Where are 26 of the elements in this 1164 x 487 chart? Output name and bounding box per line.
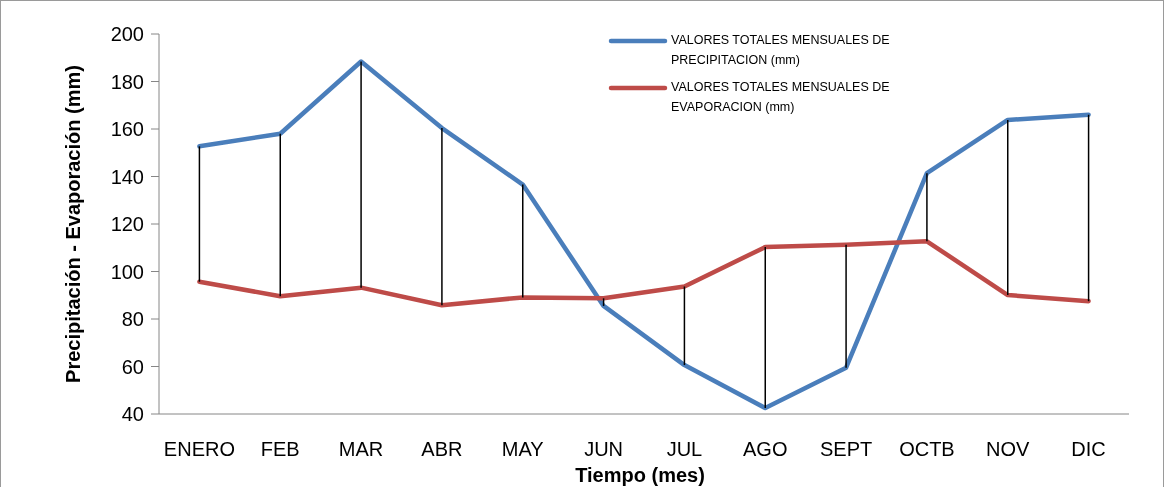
- y-tick-label: 120: [110, 213, 144, 235]
- y-tick-label: 200: [110, 23, 144, 45]
- y-tick-label: 60: [121, 355, 144, 378]
- y-tick-label: 160: [110, 118, 144, 140]
- x-tick-label: ENERO: [163, 438, 235, 460]
- y-tick-label: 100: [110, 260, 144, 283]
- legend-label: VALORES TOTALES MENSUALES DE PRECIPITACION (mm): [671, 33, 890, 68]
- x-tick-label: AGO: [743, 438, 788, 460]
- x-tick-label: JUL: [666, 438, 703, 460]
- x-tick-label: ABR: [421, 438, 463, 460]
- legend-label: VALORES TOTALES MENSUALES DE EVAPORACION (mm): [671, 80, 890, 115]
- x-tick-label: DIC: [1071, 438, 1106, 460]
- x-tick-label: JUN: [584, 438, 624, 460]
- x-tick-label: OCTB: [899, 438, 955, 460]
- y-tick-label: 40: [121, 403, 144, 425]
- line-series: [197, 239, 1091, 308]
- x-tick-label: FEB: [260, 438, 300, 460]
- y-tick-label: 140: [110, 165, 144, 188]
- x-tick-label: MAY: [501, 438, 544, 460]
- y-axis-title: Precipitación - Evaporación (mm): [62, 65, 84, 383]
- y-tick-label: 80: [121, 308, 144, 330]
- x-tick-label: MAR: [338, 438, 384, 460]
- y-tick-label: 180: [110, 70, 144, 93]
- x-tick-label: SEPT: [819, 438, 873, 460]
- x-tick-label: NOV: [986, 438, 1031, 460]
- x-axis-title: Tiempo (mes): [575, 464, 705, 486]
